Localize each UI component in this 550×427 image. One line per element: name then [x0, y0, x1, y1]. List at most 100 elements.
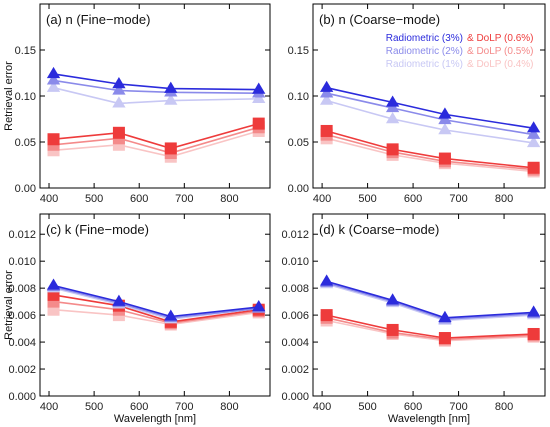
y-tick-label: 0.05 — [288, 137, 309, 149]
x-tick-label: 800 — [495, 401, 513, 413]
square-marker — [527, 327, 540, 340]
triangle-marker — [164, 93, 178, 105]
y-tick-label: 0.000 — [281, 391, 309, 403]
square-marker — [164, 142, 177, 155]
y-tick-label: 0.010 — [281, 256, 309, 268]
x-tick-label: 400 — [40, 401, 58, 413]
series-line — [53, 86, 259, 105]
series-line — [326, 99, 534, 144]
triangle-marker — [46, 278, 61, 290]
series-line — [326, 282, 534, 321]
series-line — [53, 130, 259, 158]
y-tick-label: 0.05 — [15, 137, 36, 149]
x-tick-label: 600 — [404, 193, 422, 205]
triangle-marker — [46, 80, 61, 92]
series-line — [326, 137, 534, 173]
triangle-marker — [112, 77, 126, 89]
chart-panel-c: 0.000 0.002 0.004 0.006 0.008 0.010 0.012 400 50… — [3, 213, 271, 425]
y-tick-label: 0.004 — [8, 337, 36, 349]
triangle-marker — [385, 293, 400, 305]
triangle-marker — [385, 112, 400, 124]
square-marker — [527, 161, 540, 174]
square-marker — [320, 124, 333, 137]
square-marker — [252, 117, 265, 130]
y-tick-label: 0.010 — [8, 256, 36, 268]
square-marker — [386, 323, 399, 336]
legend-entry: & DoLP (0.4%) — [467, 59, 534, 70]
series-line — [326, 280, 534, 319]
x-tick-label: 700 — [449, 193, 467, 205]
triangle-marker — [526, 135, 541, 148]
y-tick-label: 0.006 — [8, 310, 36, 322]
triangle-marker — [438, 123, 452, 135]
triangle-marker — [112, 294, 126, 306]
triangle-marker — [164, 81, 178, 93]
x-tick-label: 800 — [495, 193, 513, 205]
plot-frame — [39, 3, 271, 189]
y-tick-label: 0.008 — [8, 283, 36, 295]
x-tick-label: 800 — [220, 193, 238, 205]
panel-title: (b) n (Coarse−mode) — [319, 12, 440, 27]
x-axis-label: Wavelength [nm] — [114, 413, 196, 425]
square-marker — [438, 332, 451, 345]
triangle-marker — [319, 80, 334, 92]
x-tick-label: 700 — [175, 193, 193, 205]
y-tick-label: 0.012 — [281, 229, 309, 241]
chart-panel-a: 0.00 0.05 0.10 0.15 400 500 600 700 800 (a) n (Fi… — [3, 3, 271, 205]
panel-title: (c) k (Fine−mode) — [46, 222, 149, 237]
y-tick-label: 0.00 — [15, 183, 36, 195]
plot-frame — [39, 213, 271, 397]
y-tick-label: 0.15 — [15, 45, 36, 57]
series-line — [53, 73, 259, 91]
x-axis-label: Wavelength [nm] — [388, 413, 470, 425]
x-tick-label: 800 — [220, 401, 238, 413]
series-line — [53, 308, 259, 326]
legend-entry: & DoLP (0.6%) — [467, 33, 534, 44]
x-tick-label: 500 — [85, 401, 103, 413]
series-line — [53, 122, 259, 150]
series-line — [326, 130, 534, 169]
series-line — [53, 284, 259, 318]
triangle-marker — [526, 121, 541, 133]
x-tick-label: 600 — [130, 193, 148, 205]
series-line — [326, 317, 534, 341]
y-axis-label: Retrieval error — [3, 61, 15, 131]
x-tick-label: 500 — [358, 193, 376, 205]
legend-entry: & DoLP (0.5%) — [467, 46, 534, 57]
y-tick-label: 0.012 — [8, 229, 36, 241]
triangle-marker — [438, 310, 452, 323]
x-tick-label: 400 — [313, 401, 331, 413]
y-tick-label: 0.00 — [288, 183, 309, 195]
x-tick-label: 700 — [175, 401, 193, 413]
series-line — [326, 133, 534, 171]
y-tick-label: 0.10 — [288, 91, 309, 103]
chart-panel-d: 0.000 0.002 0.004 0.006 0.008 0.010 0.012 400 50… — [281, 213, 546, 425]
triangle-marker — [385, 95, 400, 107]
x-tick-label: 400 — [313, 193, 331, 205]
x-tick-label: 600 — [130, 401, 148, 413]
y-tick-label: 0.002 — [8, 364, 36, 376]
square-marker — [47, 133, 60, 146]
series-line — [53, 126, 259, 154]
panel-title: (d) k (Coarse−mode) — [319, 222, 439, 237]
series-line — [53, 300, 259, 325]
x-tick-label: 700 — [449, 401, 467, 413]
y-tick-label: 0.10 — [15, 91, 36, 103]
y-axis-label: Retrieval error — [3, 270, 15, 340]
plot-frame — [312, 213, 546, 397]
series-line — [326, 314, 534, 339]
triangle-marker — [319, 93, 334, 105]
legend-entry: Radiometric (3%) — [386, 33, 463, 44]
series-line — [326, 92, 534, 136]
triangle-marker — [46, 73, 61, 85]
x-tick-label: 500 — [85, 193, 103, 205]
chart-panel-b: 0.00 0.05 0.10 0.15 400 500 600 700 800 (b) n (Co… — [288, 3, 546, 205]
series-line — [53, 294, 259, 323]
y-tick-label: 0.006 — [281, 310, 309, 322]
series-line — [326, 86, 534, 129]
triangle-marker — [526, 127, 541, 139]
series-line — [326, 319, 534, 342]
triangle-marker — [112, 96, 126, 108]
series-line — [326, 283, 534, 322]
